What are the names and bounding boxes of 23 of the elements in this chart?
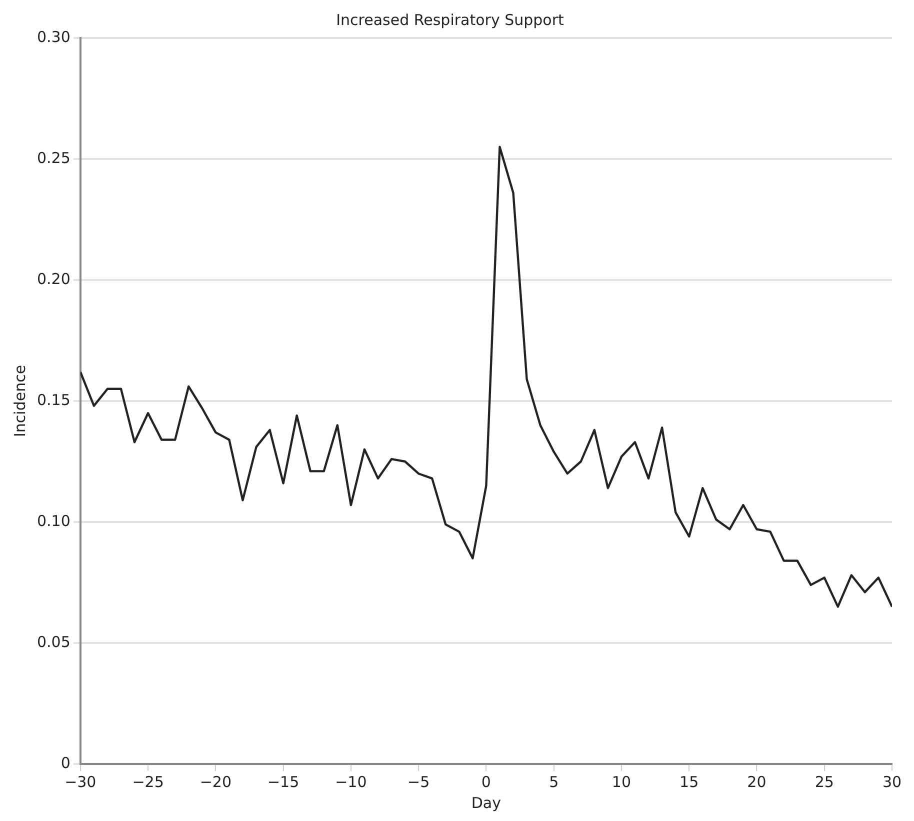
y-axis-title: Incidence: [10, 364, 29, 438]
x-tick-label: 15: [680, 772, 699, 791]
y-tick-label: 0.25: [36, 148, 70, 167]
x-tick-label: −10: [335, 772, 367, 791]
x-tick-label: −5: [408, 772, 430, 791]
x-tick-label: 25: [814, 772, 834, 791]
x-tick-label: −30: [64, 772, 96, 791]
x-tick-label: 10: [612, 772, 632, 791]
x-tick-label: 5: [549, 772, 559, 791]
x-tick-label: 20: [747, 772, 766, 791]
y-tick-label: 0.10: [36, 512, 70, 530]
x-tick-label: 30: [882, 772, 902, 791]
x-tick-label: −15: [267, 772, 300, 791]
y-tick-label: 0.30: [36, 28, 70, 46]
y-tick-label: 0.05: [36, 632, 70, 651]
x-tick-label: −25: [132, 772, 164, 791]
x-tick-label: 0: [481, 772, 491, 791]
y-tick-label: 0: [60, 754, 70, 772]
chart-title: Increased Respiratory Support: [336, 10, 564, 29]
y-tick-label: 0.15: [36, 390, 70, 409]
y-tick-label: 0.20: [36, 270, 70, 288]
x-axis-title: Day: [471, 794, 502, 812]
x-tick-label: −20: [200, 772, 232, 791]
